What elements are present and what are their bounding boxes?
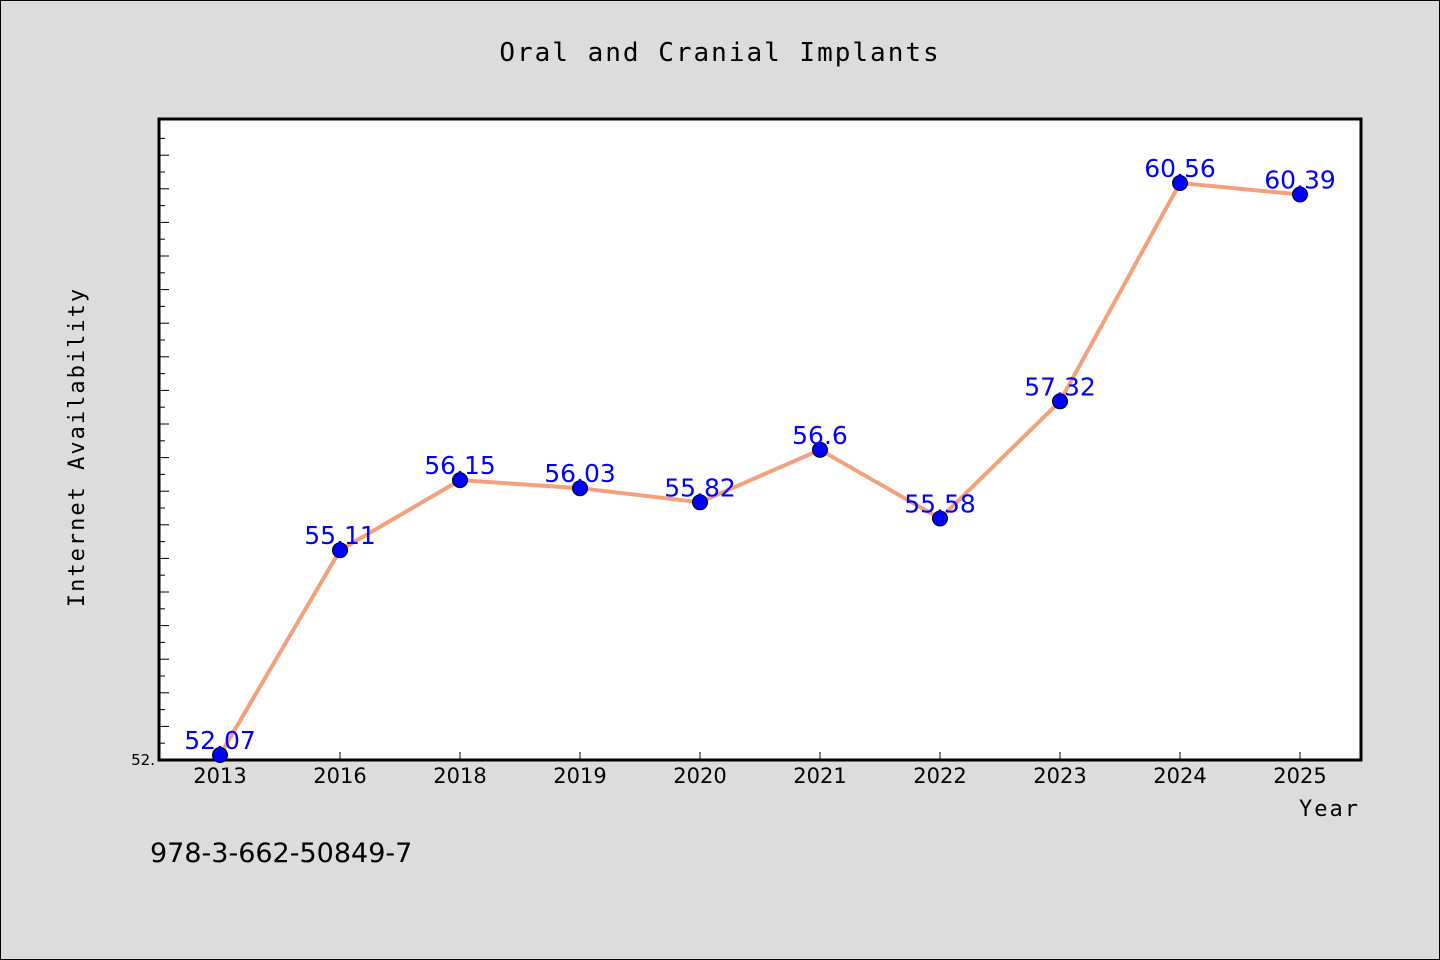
x-tick-label: 2022: [913, 764, 966, 788]
data-point: [1292, 186, 1308, 203]
x-tick-label: 2023: [1033, 764, 1086, 788]
x-tick-label: 2025: [1273, 764, 1326, 788]
data-point: [332, 542, 348, 559]
y-axis-label: Internet Availability: [65, 287, 90, 607]
data-label: 55.11: [304, 521, 376, 550]
x-axis-label: Year: [1299, 797, 1360, 822]
x-axis-ticks: 2013 2016 2018 2019 2020 2021 2022 2023 2024 2025: [193, 752, 1327, 788]
footnote-isbn: 978-3-662-50849-7: [150, 838, 412, 869]
series-line: [218, 181, 1302, 757]
data-label: 55.58: [904, 490, 976, 519]
plot-area: [157, 117, 1363, 762]
x-tick-label: 2024: [1153, 764, 1206, 788]
series-internet-availability: [212, 175, 1308, 763]
data-label: 60.39: [1264, 166, 1336, 195]
data-label: 60.56: [1144, 154, 1216, 183]
y-tick-label: 52.: [131, 751, 155, 769]
data-label: 55.82: [664, 473, 736, 502]
data-point: [572, 480, 588, 497]
data-point: [212, 747, 228, 763]
chart-title: Oral and Cranial Implants: [499, 38, 940, 68]
x-tick-label: 2018: [433, 764, 486, 788]
data-labels: 52.07 55.11 56.15 56.03 55.82 56.6 55.58 57.32 6…: [184, 154, 1336, 755]
x-tick-label: 2016: [313, 764, 366, 788]
data-point: [692, 494, 708, 511]
data-point: [452, 472, 468, 489]
data-point: [1172, 175, 1188, 191]
data-label: 56.6: [792, 421, 848, 450]
x-tick-label: 2021: [793, 764, 846, 788]
data-point: [932, 510, 948, 527]
x-tick-label: 2020: [673, 764, 726, 788]
x-tick-label: 2019: [553, 764, 606, 788]
x-tick-label: 2013: [193, 764, 246, 788]
data-point: [812, 441, 828, 458]
data-label: 52.07: [184, 726, 256, 755]
data-label: 56.03: [544, 459, 616, 488]
data-label: 56.15: [424, 451, 496, 480]
y-axis-ticks: 52.: [131, 137, 169, 769]
data-label: 57.32: [1024, 372, 1096, 401]
data-point: [1052, 393, 1068, 410]
